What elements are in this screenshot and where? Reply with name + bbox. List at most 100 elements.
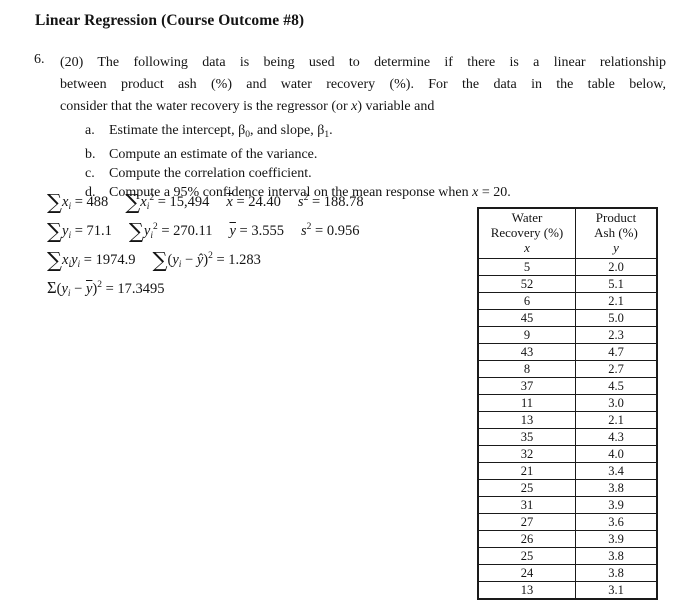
table-cell-x: 26 bbox=[477, 530, 576, 548]
table-cell-y: 2.7 bbox=[575, 360, 658, 378]
table-row: 13 2.1 bbox=[477, 411, 658, 429]
item-text: Compute a 95% confidence interval on the… bbox=[109, 185, 511, 200]
rich-token: = 71.1 bbox=[71, 223, 112, 239]
table-cell-x: 24 bbox=[477, 564, 576, 582]
rich-token: ∑ bbox=[128, 219, 144, 243]
rich-token: ŷ bbox=[196, 252, 204, 268]
rich-token: i bbox=[68, 231, 72, 241]
rich-token: x bbox=[351, 99, 358, 114]
table-cell-y: 4.0 bbox=[575, 445, 658, 463]
stat-line-sst: Σ(yi − y)2 = 17.3495 bbox=[47, 271, 364, 300]
data-table: Water Recovery (%) x Product Ash (%) y 5… bbox=[477, 207, 658, 600]
rich-token: ( bbox=[167, 252, 173, 268]
rich-token: 0 bbox=[245, 130, 250, 140]
table-row: 21 3.4 bbox=[477, 462, 658, 480]
item-letter: d. bbox=[85, 185, 96, 200]
table-cell-x: 25 bbox=[477, 479, 576, 497]
rich-token: consider that the water recovery is the … bbox=[60, 99, 352, 114]
rich-token: 2 bbox=[208, 251, 213, 261]
rich-token: Compute the correlation coefficient. bbox=[109, 166, 312, 181]
table-cell-x: 25 bbox=[477, 547, 576, 565]
rich-token: = 1.283 bbox=[212, 252, 261, 268]
item-text: Compute the correlation coefficient. bbox=[109, 166, 312, 181]
rich-token: y bbox=[61, 281, 68, 297]
table-cell-y: 3.0 bbox=[575, 394, 658, 412]
header-variable-x: x bbox=[524, 240, 530, 255]
table-cell-y: 5.1 bbox=[575, 275, 658, 293]
table-row: 52 5.1 bbox=[477, 275, 658, 293]
data-table-body: 5 2.0 52 5.1 6 2.1 45 5.0 9 2.3 43 4.7 8 2.7 37 4.5 11 3.… bbox=[477, 258, 658, 600]
rich-token: ) bbox=[203, 252, 209, 268]
rich-token: − bbox=[181, 252, 197, 268]
rich-token: i bbox=[68, 202, 72, 212]
table-row: 9 2.3 bbox=[477, 326, 658, 344]
table-cell-y: 5.0 bbox=[575, 309, 658, 327]
page-title: Linear Regression (Course Outcome #8) bbox=[35, 12, 305, 29]
table-cell-x: 43 bbox=[477, 343, 576, 361]
column-header-product-ash: Product Ash (%) y bbox=[575, 207, 658, 259]
rich-token: x bbox=[140, 194, 147, 210]
rich-token: y bbox=[143, 223, 151, 239]
table-row: 31 3.9 bbox=[477, 496, 658, 514]
table-cell-y: 2.1 bbox=[575, 411, 658, 429]
summary-statistics: ∑xi = 488 ∑xi2 = 15,494 x = 24.40 s2 = 1… bbox=[47, 184, 364, 300]
table-cell-y: 4.5 bbox=[575, 377, 658, 395]
table-cell-y: 2.3 bbox=[575, 326, 658, 344]
rich-token: 2 bbox=[303, 193, 309, 203]
rich-token: 1 bbox=[324, 130, 330, 140]
rich-token: x bbox=[226, 194, 233, 210]
item-letter: b. bbox=[85, 147, 96, 162]
table-cell-x: 9 bbox=[477, 326, 576, 344]
table-cell-x: 31 bbox=[477, 496, 576, 514]
column-header-water-recovery: Water Recovery (%) x bbox=[477, 207, 576, 259]
rich-token: = 1974.9 bbox=[80, 252, 136, 268]
rich-token: s bbox=[300, 223, 307, 239]
rich-token: between product ash (%) and water recove… bbox=[60, 77, 666, 92]
rich-token: x bbox=[472, 185, 479, 200]
table-cell-x: 32 bbox=[477, 445, 576, 463]
table-cell-x: 27 bbox=[477, 513, 576, 531]
rich-token: y bbox=[172, 252, 179, 268]
table-row: 25 3.8 bbox=[477, 547, 658, 565]
problem-item-d: d. Compute a 95% confidence interval on t… bbox=[85, 183, 666, 202]
rich-token: = 0.956 bbox=[311, 223, 360, 239]
table-row: 11 3.0 bbox=[477, 394, 658, 412]
table-cell-x: 11 bbox=[477, 394, 576, 412]
problem-item-a: a. Estimate the intercept, β0, and slope,… bbox=[85, 121, 666, 145]
table-cell-x: 8 bbox=[477, 360, 576, 378]
rich-token: ∑ bbox=[47, 219, 62, 243]
table-row: 26 3.9 bbox=[477, 530, 658, 548]
table-cell-y: 3.9 bbox=[575, 530, 658, 548]
rich-token: 2 bbox=[306, 222, 312, 232]
item-text: Estimate the intercept, β0, and slope, β… bbox=[109, 123, 333, 140]
rich-token: s bbox=[297, 194, 304, 210]
rich-token: = 24.40 bbox=[232, 194, 281, 210]
rich-token: . bbox=[329, 123, 333, 138]
table-row: 35 4.3 bbox=[477, 428, 658, 446]
problem-6: 6. (20) The following data is being used… bbox=[34, 52, 666, 202]
table-cell-x: 21 bbox=[477, 462, 576, 480]
table-row: 6 2.1 bbox=[477, 292, 658, 310]
table-row: 37 4.5 bbox=[477, 377, 658, 395]
data-table-head: Water Recovery (%) x Product Ash (%) y bbox=[477, 207, 658, 259]
problem-item-b: b. Compute an estimate of the variance. bbox=[85, 145, 666, 164]
table-row: 8 2.7 bbox=[477, 360, 658, 378]
rich-token: x bbox=[62, 252, 69, 268]
problem-number: 6. bbox=[34, 52, 45, 67]
rich-token: 2 bbox=[149, 193, 155, 203]
rich-token: ∑ bbox=[47, 248, 62, 272]
rich-token: = 15,494 bbox=[154, 194, 210, 210]
rich-token: 2 bbox=[97, 280, 102, 290]
stat-line-y: ∑yi = 71.1 ∑yi2 = 270.11 y = 3.555 s2 = … bbox=[47, 213, 364, 243]
table-cell-x: 35 bbox=[477, 428, 576, 446]
rich-token: i bbox=[178, 260, 182, 270]
table-cell-y: 3.4 bbox=[575, 462, 658, 480]
rich-token: = 20. bbox=[478, 185, 511, 200]
stat-line-x: ∑xi = 488 ∑xi2 = 15,494 x = 24.40 s2 = 1… bbox=[47, 184, 364, 214]
rich-token: x bbox=[62, 194, 69, 210]
table-row: 24 3.8 bbox=[477, 564, 658, 582]
rich-token: ( bbox=[56, 281, 62, 297]
table-cell-y: 3.8 bbox=[575, 564, 658, 582]
rich-token: (20) The following data is being used to… bbox=[60, 55, 666, 70]
table-row: 13 3.1 bbox=[477, 581, 658, 600]
